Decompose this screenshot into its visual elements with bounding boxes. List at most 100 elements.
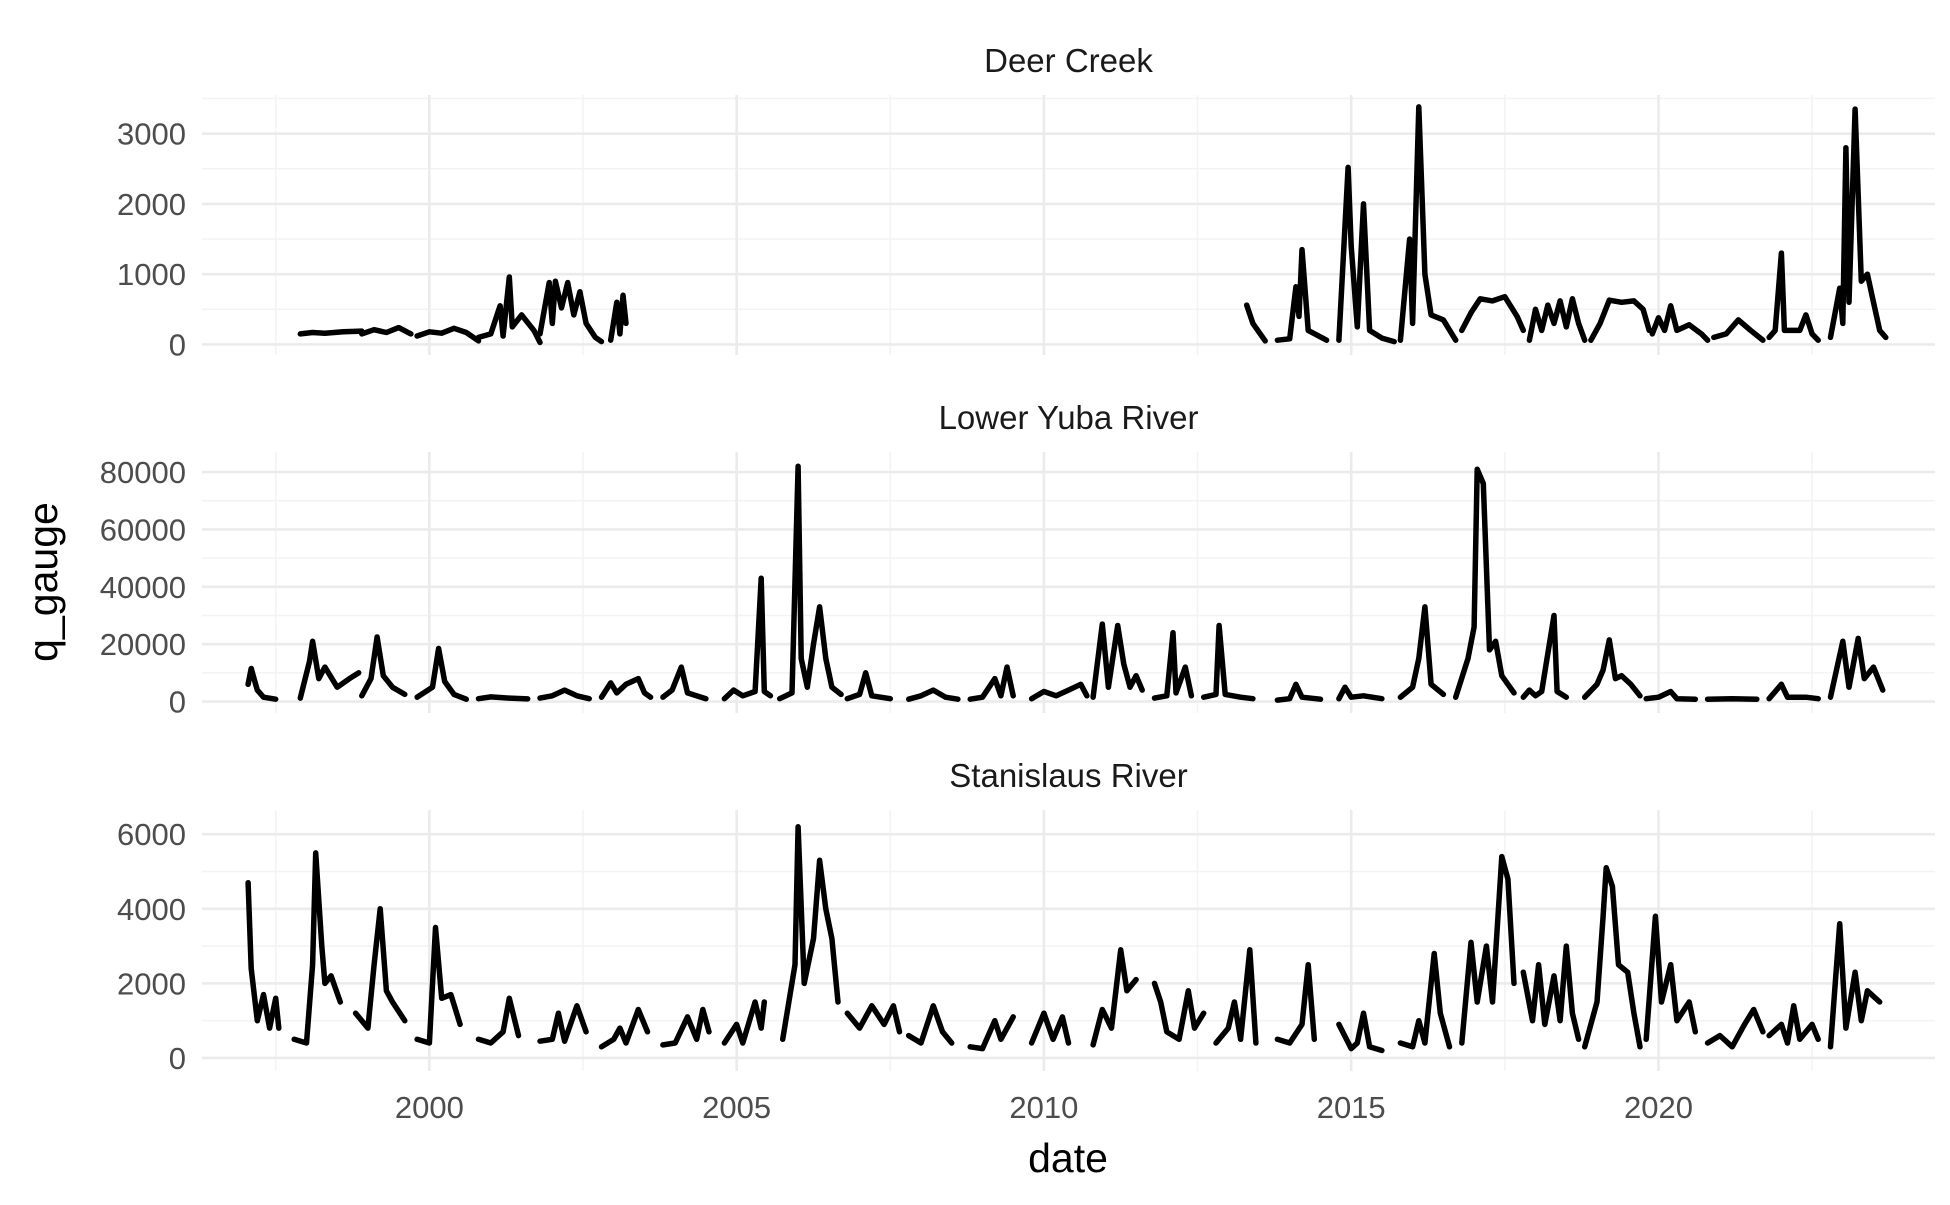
y-tick-label: 1000 [117, 257, 186, 292]
series-line-segment [1766, 250, 1821, 343]
y-tick-label: 3000 [117, 117, 186, 152]
series-line-segment [1459, 293, 1527, 334]
series-line-segment [967, 1014, 1016, 1052]
y-tick-label: 2000 [117, 187, 186, 222]
series-line-segment [537, 278, 605, 345]
series-line-segment [1336, 164, 1397, 345]
series-line-segment [1827, 635, 1886, 700]
panel-title: Stanislaus River [949, 757, 1187, 794]
x-tick-label: 2010 [1009, 1090, 1078, 1125]
series-line-segment [1526, 296, 1588, 343]
series-line-segment [721, 575, 774, 702]
series-line-segment [1643, 688, 1699, 702]
series-line-segment [1704, 695, 1760, 702]
series-line-segment [1274, 961, 1318, 1046]
series-line-segment [1028, 1010, 1072, 1046]
x-tick-label: 2000 [395, 1090, 464, 1125]
series-line-segment [537, 1003, 589, 1044]
series-line-segment [1336, 1010, 1385, 1054]
series-line-segment [1243, 302, 1268, 344]
series-line-segment [779, 824, 841, 1043]
series-line-segment [844, 670, 894, 702]
series-line-segment [414, 924, 463, 1046]
series-line-segment [475, 995, 522, 1046]
y-tick-label: 40000 [100, 570, 186, 605]
series-line-segment [660, 664, 709, 702]
series-line-segment [1452, 466, 1517, 700]
y-axis-title: q_gauge [20, 502, 66, 662]
series-line-segment [1274, 246, 1330, 343]
series-line-segment [1581, 637, 1643, 700]
x-tick-label: 2015 [1317, 1090, 1386, 1125]
series-line-segment [475, 274, 543, 346]
panel-title: Deer Creek [984, 42, 1153, 79]
series-line-segment [359, 634, 408, 699]
y-tick-label: 0 [169, 1041, 186, 1076]
series-line-segment [1213, 947, 1259, 1046]
y-tick-label: 6000 [117, 817, 186, 852]
series-line-segment [1711, 317, 1766, 343]
series-line-segment [1588, 297, 1652, 343]
series-line-segment [1520, 612, 1570, 700]
panel-2: 0 20000 40000 60000 80000 Lower Yuba River [100, 399, 1935, 720]
series-line-segment [1397, 104, 1459, 343]
series-line-segment [245, 665, 279, 702]
y-tick-label: 4000 [117, 892, 186, 927]
series-line-segment [297, 638, 362, 701]
series-line-segment [1643, 913, 1699, 1043]
series-line-segment [598, 675, 654, 700]
series-line-segment [1827, 920, 1883, 1050]
series-line-segment [1028, 681, 1090, 702]
series-line-segment [1274, 681, 1324, 703]
series-line-segment [475, 694, 531, 702]
series-line-segment [1336, 684, 1385, 702]
series-line-segment [967, 664, 1016, 702]
x-tick-label: 2005 [702, 1090, 771, 1125]
series-line-segment [905, 1003, 955, 1046]
series-line-segment [1649, 303, 1711, 343]
series-line-segment [352, 906, 408, 1031]
series-line-segment [359, 324, 414, 337]
series-line-segment [1827, 106, 1889, 341]
panel-title: Lower Yuba River [939, 399, 1199, 436]
series-line-segment [660, 1006, 712, 1048]
y-tick-label: 80000 [100, 455, 186, 490]
series-line-segment [1766, 1003, 1821, 1046]
y-tick-label: 0 [169, 685, 186, 720]
x-axis-title: date [1028, 1135, 1108, 1181]
series-line-segment [1520, 943, 1582, 1043]
series-line-segment [1151, 629, 1195, 701]
panel-3: 0 2000 4000 6000 Stanislaus River [117, 757, 1935, 1076]
series-line-segment [776, 463, 844, 702]
x-tick-label: 2020 [1624, 1090, 1693, 1125]
series-line-segment [721, 999, 768, 1046]
series-line-segment [1090, 947, 1139, 1048]
series-line-segment [1397, 604, 1447, 700]
series-line-segment [414, 645, 470, 702]
series-line-segment [245, 879, 282, 1031]
y-tick-label: 60000 [100, 512, 186, 547]
series-line-segment [1581, 865, 1643, 1050]
series-line-segment [1200, 622, 1256, 702]
series-line-segment [537, 687, 592, 702]
y-tick-label: 20000 [100, 627, 186, 662]
series-line-segment [1090, 621, 1145, 700]
y-tick-label: 2000 [117, 966, 186, 1001]
series-line-segment [1151, 980, 1207, 1043]
series-line-segment [1704, 1006, 1766, 1050]
series-line-segment [607, 292, 629, 343]
panel-1: 0 1000 2000 3000 Deer Creek [117, 42, 1935, 362]
series-line-segment [844, 1003, 903, 1035]
series-line-segment [905, 687, 961, 702]
series-line-segment [1397, 950, 1453, 1050]
series-line-segment [1766, 681, 1821, 702]
series-line-segment [598, 1006, 651, 1050]
series-line-segment [1459, 853, 1517, 1046]
series-line-segment [297, 328, 365, 337]
y-tick-label: 0 [169, 327, 186, 362]
series-line-segment [291, 850, 344, 1046]
series-line-segment [414, 325, 482, 344]
